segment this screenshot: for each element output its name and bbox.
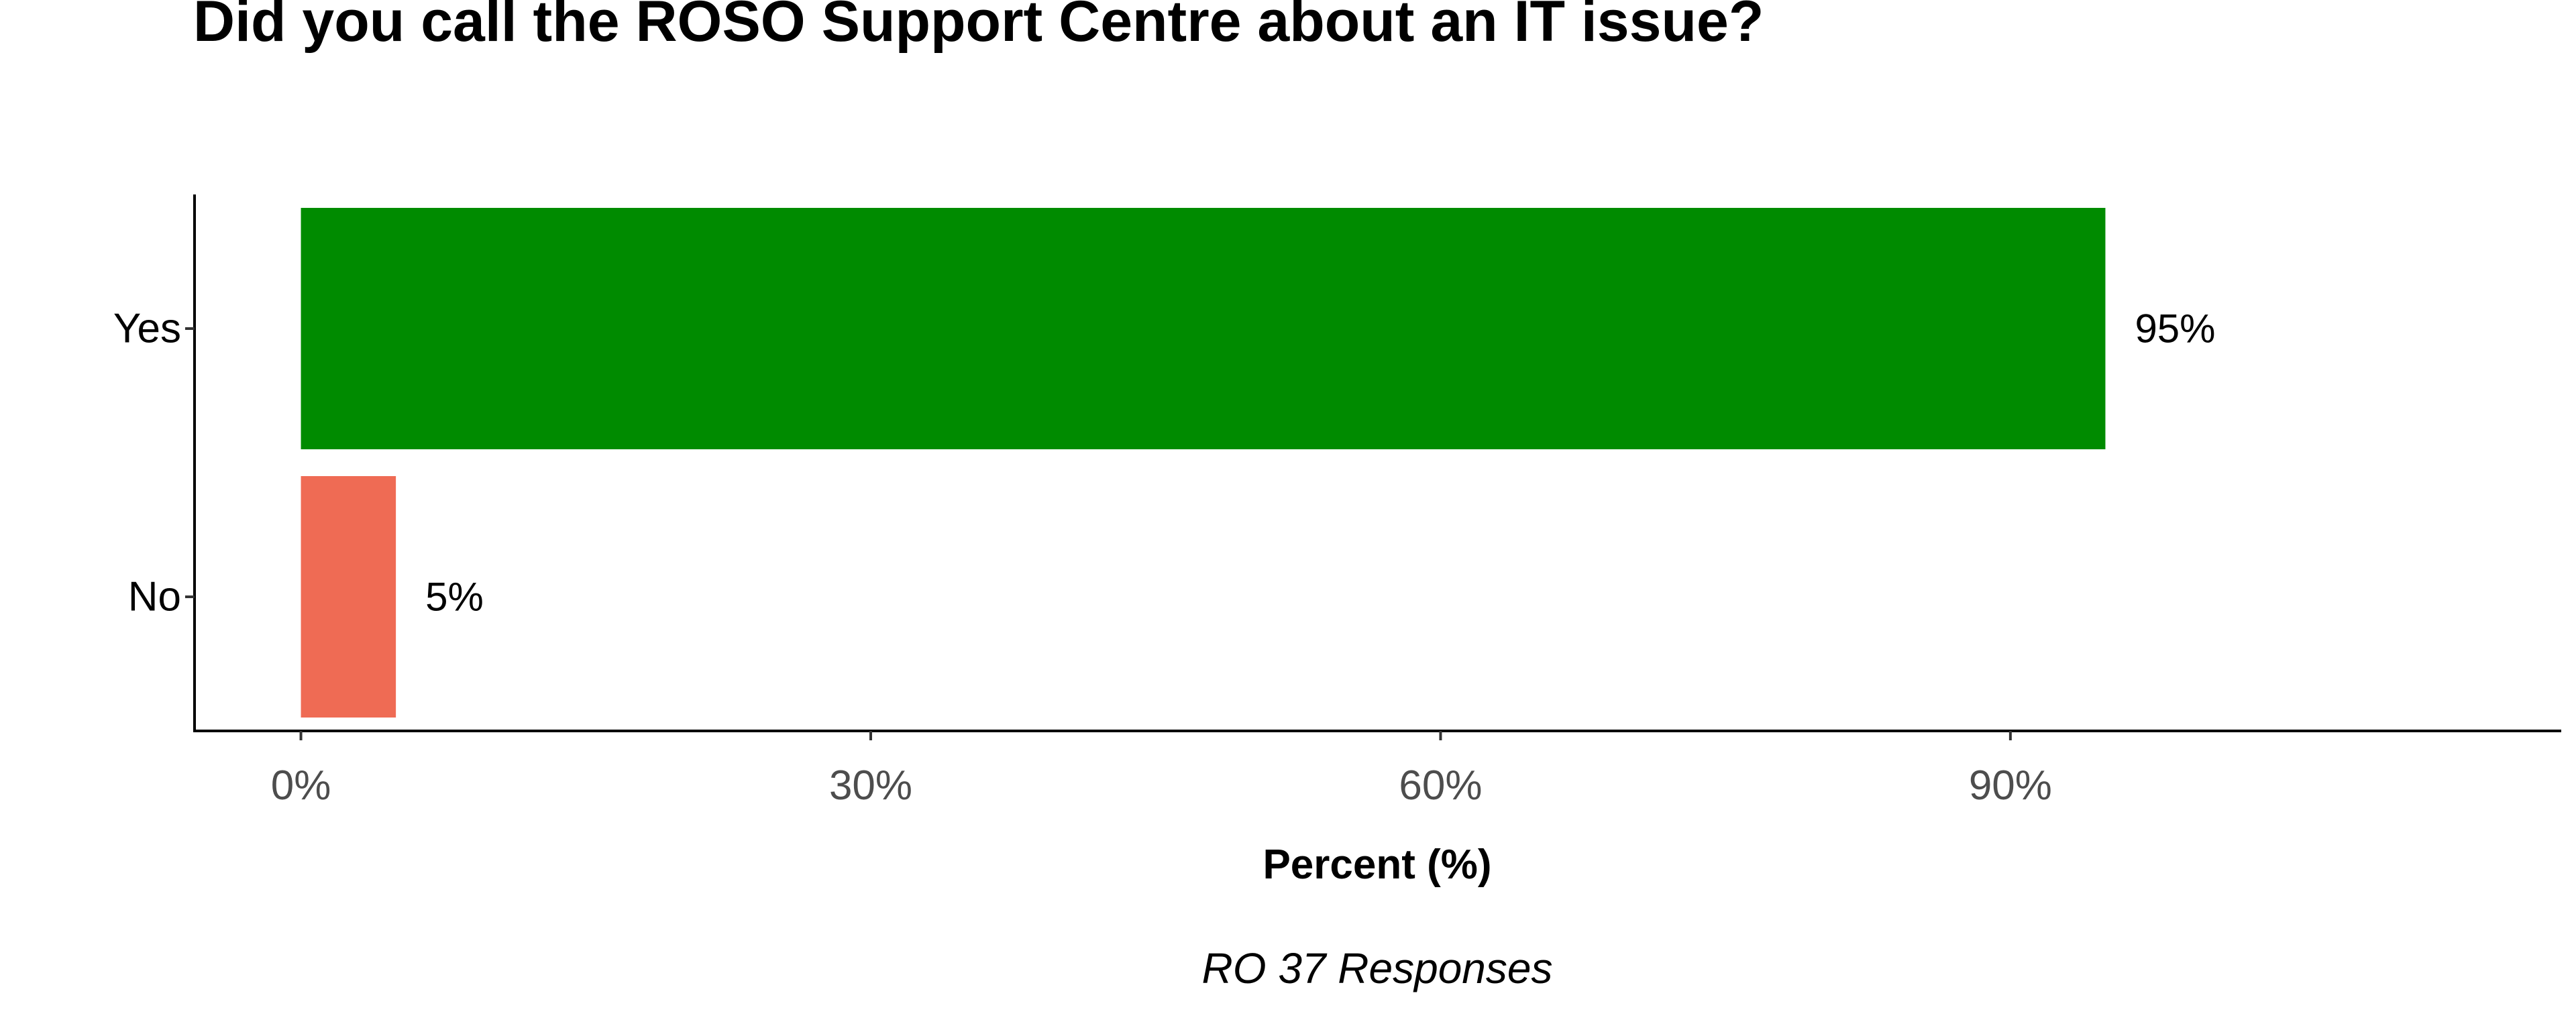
bar-yes [301, 208, 2106, 449]
x-tick-label-0: 0% [271, 762, 331, 809]
x-tick-label-30: 30% [829, 762, 912, 809]
x-axis-title: Percent (%) [1263, 842, 1491, 888]
y-tick-label-yes: Yes [113, 306, 181, 352]
data-label-yes: 95% [2135, 306, 2215, 351]
chart-caption: RO 37 Responses [1202, 944, 1553, 992]
data-labels-layer: 95% 5% [425, 306, 2215, 620]
chart-title: Did you call the ROSO Support Centre abo… [193, 0, 1764, 54]
bar-no [301, 476, 396, 718]
y-ticks-layer: Yes No [113, 306, 195, 620]
x-tick-label-60: 60% [1399, 762, 1482, 809]
x-ticks-layer: 0% 30% 60% 90% [271, 731, 2052, 809]
bars-layer [301, 208, 2106, 718]
data-label-no: 5% [425, 575, 484, 620]
x-tick-label-90: 90% [1969, 762, 2052, 809]
y-tick-label-no: No [128, 574, 181, 620]
axes-layer [193, 194, 2561, 732]
